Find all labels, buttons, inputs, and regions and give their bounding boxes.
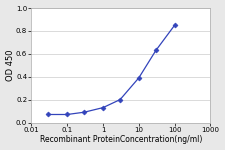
Y-axis label: OD 450: OD 450 <box>6 50 15 81</box>
X-axis label: Recombinant ProteinConcentration(ng/ml): Recombinant ProteinConcentration(ng/ml) <box>40 135 202 144</box>
